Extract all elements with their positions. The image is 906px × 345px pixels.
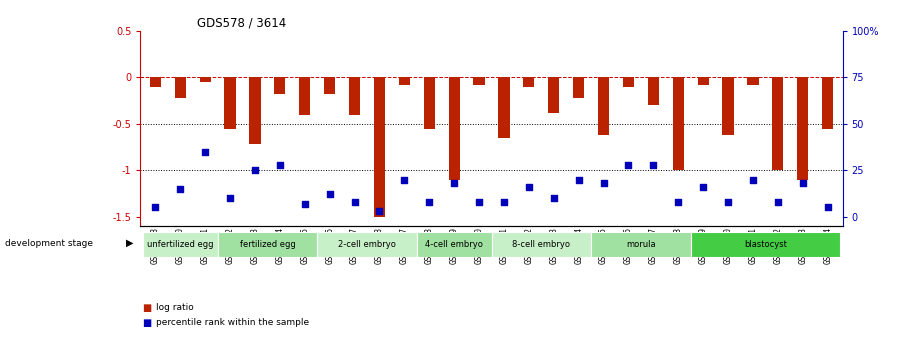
Text: 2-cell embryo: 2-cell embryo: [338, 239, 396, 249]
Point: [795, 180, 810, 186]
Point: [696, 184, 710, 190]
Point: [273, 162, 287, 167]
Bar: [448, 78, 459, 179]
Bar: [299, 78, 311, 115]
Point: [646, 162, 660, 167]
Point: [522, 184, 536, 190]
Bar: [349, 78, 361, 115]
Bar: [524, 78, 535, 87]
Bar: [690, 232, 840, 257]
Text: 4-cell embryo: 4-cell embryo: [425, 239, 483, 249]
Bar: [722, 78, 734, 135]
Bar: [149, 78, 161, 87]
Point: [721, 199, 736, 205]
Text: 8-cell embryo: 8-cell embryo: [512, 239, 570, 249]
Point: [397, 177, 411, 182]
Bar: [399, 78, 410, 85]
Text: percentile rank within the sample: percentile rank within the sample: [156, 318, 309, 327]
Point: [148, 205, 162, 210]
Bar: [374, 78, 385, 217]
Bar: [598, 78, 609, 135]
Text: unfertilized egg: unfertilized egg: [147, 239, 214, 249]
Bar: [648, 78, 659, 105]
Point: [173, 186, 188, 191]
Bar: [698, 78, 708, 85]
Text: development stage: development stage: [5, 239, 92, 248]
Point: [347, 199, 361, 205]
Bar: [199, 78, 211, 82]
Point: [422, 199, 437, 205]
Bar: [498, 78, 509, 138]
Point: [622, 162, 636, 167]
Bar: [772, 78, 784, 170]
Text: ■: ■: [142, 318, 151, 327]
Bar: [822, 78, 834, 128]
Bar: [491, 232, 591, 257]
Bar: [249, 78, 261, 144]
Point: [198, 149, 212, 155]
Bar: [747, 78, 758, 85]
Bar: [317, 232, 417, 257]
Bar: [797, 78, 808, 179]
Bar: [217, 232, 317, 257]
Text: ▶: ▶: [126, 238, 133, 248]
Text: ■: ■: [142, 303, 151, 313]
Point: [821, 205, 835, 210]
Point: [496, 199, 511, 205]
Bar: [591, 232, 690, 257]
Point: [671, 199, 686, 205]
Bar: [474, 78, 485, 85]
Point: [323, 192, 337, 197]
Point: [546, 195, 561, 201]
Bar: [424, 78, 435, 128]
Point: [447, 180, 461, 186]
Point: [372, 208, 387, 214]
Bar: [622, 78, 634, 87]
Text: blastocyst: blastocyst: [744, 239, 786, 249]
Point: [247, 168, 262, 173]
Bar: [225, 78, 236, 128]
Bar: [175, 78, 186, 98]
Bar: [324, 78, 335, 94]
Text: fertilized egg: fertilized egg: [239, 239, 295, 249]
Bar: [275, 78, 285, 94]
Point: [771, 199, 786, 205]
Point: [297, 201, 312, 206]
Bar: [573, 78, 584, 98]
Bar: [548, 78, 559, 113]
Point: [572, 177, 586, 182]
Text: GDS578 / 3614: GDS578 / 3614: [197, 17, 286, 30]
Point: [223, 195, 237, 201]
Text: log ratio: log ratio: [156, 303, 194, 312]
Point: [472, 199, 487, 205]
Text: morula: morula: [626, 239, 656, 249]
Bar: [417, 232, 491, 257]
Bar: [672, 78, 684, 170]
Bar: [143, 232, 217, 257]
Point: [746, 177, 760, 182]
Point: [596, 180, 611, 186]
